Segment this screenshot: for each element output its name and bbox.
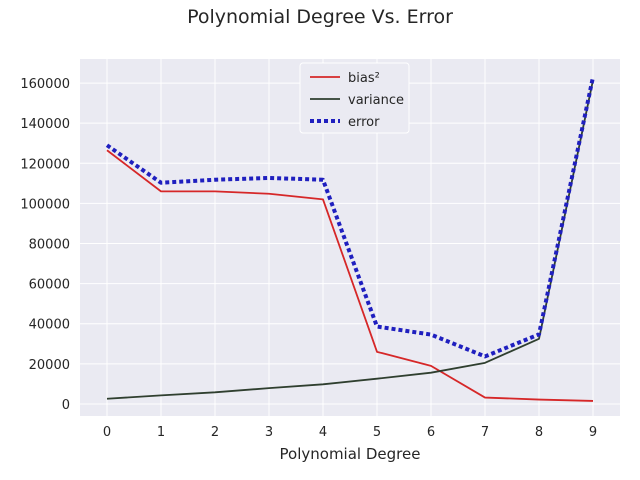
legend-label: bias² [348,71,380,86]
legend-label: variance [348,93,404,108]
x-tick-labels: 0 1 2 3 4 5 6 7 8 9 [103,425,597,440]
x-tick-label: 4 [319,425,327,440]
legend: bias² variance error [299,62,410,134]
x-tick-label: 2 [211,425,219,440]
series-line-error [105,76,595,359]
series-line-bias- [106,149,594,402]
x-axis-label: Polynomial Degree [280,445,421,463]
x-tick-label: 3 [265,425,273,440]
legend-label: error [348,115,380,130]
y-tick-label: 80000 [29,238,70,253]
y-tick-label: 140000 [20,117,70,132]
x-tick-label: 7 [481,425,489,440]
x-tick-label: 0 [103,425,111,440]
y-tick-label: 40000 [29,318,70,333]
y-tick-label: 100000 [20,197,70,212]
y-tick-label: 20000 [29,358,70,373]
series-layer [105,76,595,402]
y-tick-label: 160000 [20,77,70,92]
legend-box [299,62,410,134]
x-tick-label: 8 [535,425,543,440]
y-tick-label: 120000 [20,157,70,172]
y-tick-labels: 0 20000 40000 60000 80000 100000 120000 140000 1… [20,77,70,413]
x-tick-label: 6 [427,425,435,440]
y-tick-label: 0 [62,398,70,413]
x-tick-label: 9 [589,425,597,440]
y-tick-label: 60000 [29,278,70,293]
x-tick-label: 5 [373,425,381,440]
series-line-variance [106,79,594,400]
x-tick-label: 1 [157,425,165,440]
chart-title: Polynomial Degree Vs. Error [187,6,453,28]
